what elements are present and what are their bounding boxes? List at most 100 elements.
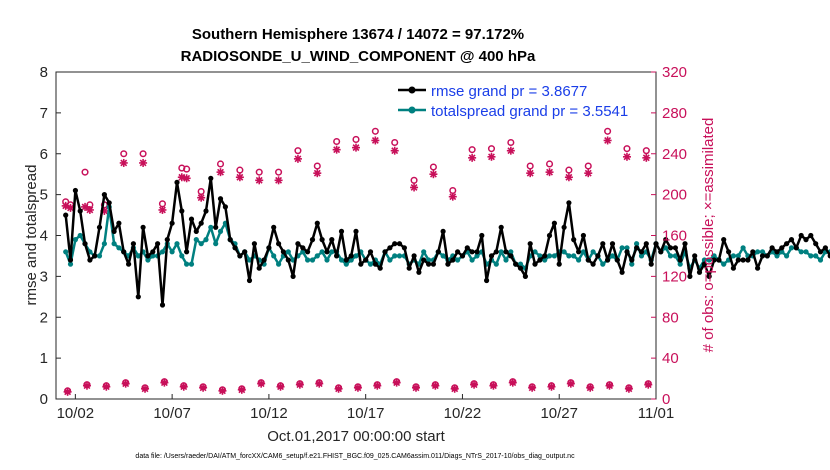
rmse-point [67,257,74,263]
y-axis-label: rmse and totalspread [23,165,40,306]
totalspread-point [619,245,625,251]
obs-possible-marker [313,162,321,170]
obs-possible-marker [526,162,534,170]
rmse-point [416,269,422,275]
obs-assimilated-marker [257,379,266,388]
rmse-point [251,241,257,247]
obs-possible-marker [545,160,554,168]
obs-possible-marker [255,168,263,176]
rmse-point [566,200,572,206]
rmse-point [803,237,809,243]
totalspread-point [343,261,349,267]
obs-assimilated-marker [197,193,206,202]
rmse-point [295,241,301,247]
obs-possible-marker [584,162,592,170]
totalspread-point [285,249,291,255]
obs-assimilated-marker [139,158,148,167]
rmse-point [232,245,238,251]
rmse-point [634,245,640,251]
y-tick-label: 2 [40,309,48,326]
totalspread-point [609,253,616,259]
totalspread-point [387,257,393,263]
rmse-point [774,249,780,255]
y-right-tick-label: 0 [662,391,670,408]
totalspread-point [469,257,475,263]
rmse-point [513,261,519,267]
obs-possible-marker [604,127,612,135]
rmse-point [585,257,591,263]
rmse-point [126,261,132,267]
totalspread-point [784,253,790,259]
obs-assimilated-marker [528,383,537,392]
obs-possible-marker [410,176,418,184]
rmse-point [682,241,688,247]
rmse-point [188,216,195,222]
totalspread-point [730,253,737,259]
obs-assimilated-marker [102,382,111,391]
totalspread-point [145,257,151,263]
rmse-point [338,228,345,234]
obs-possible-marker [81,168,89,176]
rmse-point [600,241,606,247]
totalspread-point [217,228,224,234]
obs-assimilated-marker [82,381,91,390]
obs-possible-marker [371,127,379,135]
rmse-point [179,208,185,214]
totalspread-point [193,237,199,243]
obs-assimilated-marker [487,152,496,161]
obs-assimilated-marker [373,381,382,390]
rmse-point [726,249,732,255]
rmse-point [155,241,161,247]
totalspread-point [271,253,277,259]
rmse-point [101,192,107,198]
rmse-point [614,257,620,263]
rmse-point [82,241,88,247]
totalspread-point [798,249,804,255]
totalspread-point [803,249,809,255]
rmse-point [261,257,267,263]
rmse-point [667,245,674,251]
totalspread-point [537,253,543,259]
obs-assimilated-marker [179,382,188,391]
totalspread-point [755,249,761,255]
chart-title-line2: RADIOSONDE_U_WIND_COMPONENT @ 400 hPa [181,48,536,65]
rmse-point [469,249,475,255]
totalspread-point [159,249,166,255]
totalspread-point [571,253,577,259]
rmse-point [353,228,359,234]
rmse-point [266,245,272,251]
data-file-footnote: data file: /Users/raeder/DAI/ATM_forcXX/… [135,453,575,460]
rmse-point [576,249,582,255]
totalspread-point [711,253,717,259]
rmse-point [692,253,698,259]
rmse-point [759,253,766,259]
obs-assimilated-marker [547,382,556,391]
totalspread-point [319,249,325,255]
obs-assimilated-marker [431,381,440,390]
rmse-point [798,232,804,239]
obs-assimilated-marker [293,154,302,163]
rmse-point [595,253,601,259]
y-right-tick-label: 320 [662,64,687,81]
rmse-point [256,265,262,271]
x-tick-label: 10/12 [250,405,288,422]
obs-count-markers [61,127,653,396]
totalspread-point [353,253,359,259]
totalspread-point [808,253,814,259]
rmse-point [63,212,69,218]
rmse-point [145,253,151,259]
rmse-point [609,241,616,247]
rmse-point [319,237,325,243]
obs-assimilated-marker [332,145,341,154]
rmse-point [517,265,524,271]
rmse-point [140,224,146,230]
x-axis-label: Oct.01,2017 00:00:00 start [267,428,445,445]
rmse-point [130,241,136,247]
rmse-point [329,237,335,243]
y-right-tick-label: 160 [662,228,687,245]
obs-assimilated-marker [489,381,498,390]
totalspread-point [309,257,316,263]
totalspread-point [348,257,354,263]
